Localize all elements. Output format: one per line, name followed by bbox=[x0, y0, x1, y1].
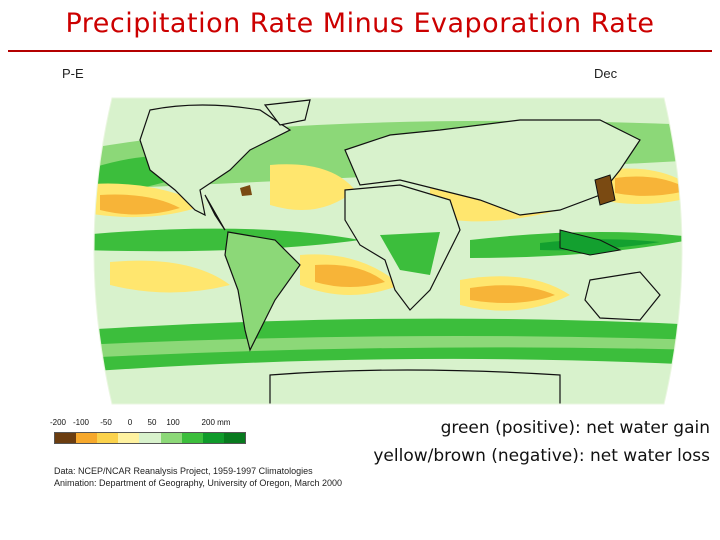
north-america bbox=[139, 104, 292, 217]
indonesia bbox=[559, 229, 622, 256]
legend-swatch bbox=[97, 433, 119, 443]
central-africa-wet bbox=[380, 232, 440, 275]
south-america bbox=[224, 231, 301, 352]
legend-swatch bbox=[139, 433, 161, 443]
legend-tick-labels: -200 -100 -50 0 50 100 200 mm bbox=[46, 418, 246, 430]
legend-tick: 50 bbox=[147, 418, 157, 427]
gulf-stream-extreme-dry bbox=[240, 185, 252, 196]
legend-swatch bbox=[76, 433, 98, 443]
legend-swatch bbox=[223, 433, 245, 443]
map-field bbox=[94, 98, 682, 404]
south-pacific-dry bbox=[110, 260, 230, 293]
month-label: Dec bbox=[594, 66, 618, 81]
title-divider bbox=[8, 50, 712, 52]
central-america bbox=[204, 194, 226, 231]
legend-swatch bbox=[160, 433, 182, 443]
south-indian-very-dry bbox=[470, 285, 555, 304]
legend-tick: 100 bbox=[166, 418, 180, 427]
credit-data: Data: NCEP/NCAR Reanalysis Project, 1959… bbox=[54, 466, 313, 476]
legend-tick: 200 mm bbox=[201, 418, 231, 427]
japan-extreme-dry bbox=[594, 174, 616, 206]
caption-positive: green (positive): net water gain bbox=[440, 418, 710, 438]
legend-swatches bbox=[54, 432, 246, 444]
legend-swatch bbox=[55, 433, 77, 443]
australia bbox=[584, 271, 661, 321]
legend-swatch bbox=[118, 433, 140, 443]
legend-swatch bbox=[202, 433, 224, 443]
north-atlantic-dry bbox=[270, 164, 355, 210]
southern-westerly-moderate bbox=[94, 336, 682, 358]
caption-negative: yellow/brown (negative): net water loss bbox=[373, 446, 710, 466]
legend-tick: -100 bbox=[72, 418, 90, 427]
slide-title: Precipitation Rate Minus Evaporation Rat… bbox=[65, 8, 655, 39]
antarctica bbox=[269, 369, 561, 404]
variable-label: P-E bbox=[62, 66, 84, 81]
legend-tick: -200 bbox=[49, 418, 67, 427]
credit-animation: Animation: Department of Geography, Univ… bbox=[54, 478, 342, 488]
itcz-pacific-wet bbox=[94, 228, 360, 252]
west-pacific-very-dry bbox=[615, 176, 682, 196]
map-frame bbox=[93, 97, 683, 405]
north-pacific-very-dry bbox=[100, 194, 180, 215]
south-atlantic-very-dry bbox=[315, 264, 385, 287]
legend-swatch bbox=[181, 433, 203, 443]
legend-tick: 0 bbox=[127, 418, 133, 427]
greenland bbox=[263, 99, 311, 126]
legend-tick: -50 bbox=[100, 418, 112, 427]
